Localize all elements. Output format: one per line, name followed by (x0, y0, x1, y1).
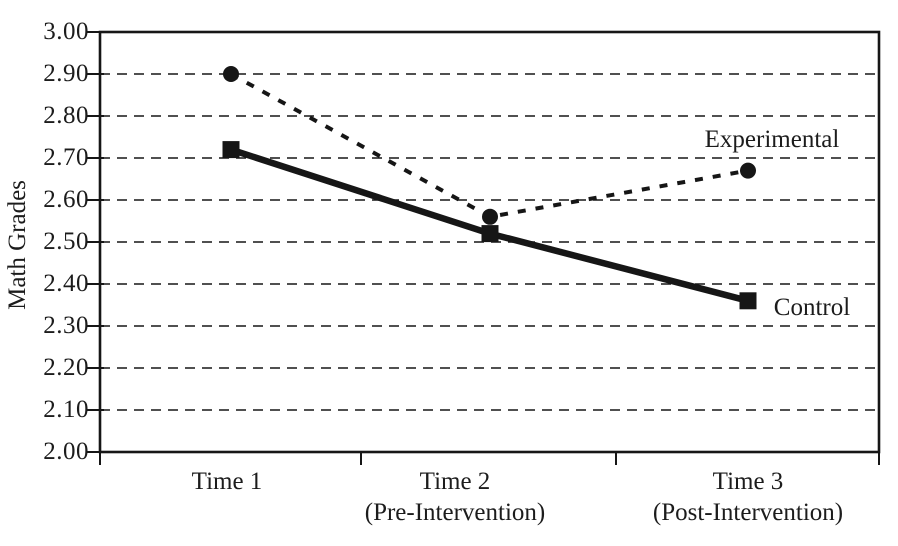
x-category-line1: Time 2 (419, 468, 491, 495)
y-tick-label: 3.00 (43, 18, 89, 45)
marker-control-square (481, 225, 499, 243)
marker-experimental-circle (223, 66, 239, 82)
y-tick-label: 2.60 (43, 186, 89, 213)
y-tick-label: 2.80 (43, 102, 89, 129)
y-tick-label: 2.50 (43, 228, 89, 255)
y-tick-label: 2.30 (43, 312, 89, 339)
x-category-line1: Time 3 (712, 468, 784, 495)
y-tick-label: 2.10 (43, 396, 89, 423)
x-category-label-time2: Time 2 (Pre-Intervention) (295, 466, 615, 528)
series-line-experimental (230, 72, 749, 219)
x-category-line2: (Pre-Intervention) (364, 499, 546, 526)
x-category-line2: (Post-Intervention) (652, 499, 844, 526)
y-tick-label: 2.90 (43, 60, 89, 87)
series-label-control: Control (773, 294, 851, 321)
x-category-label-time1: Time 1 (67, 466, 387, 497)
marker-control-square (222, 141, 240, 159)
marker-experimental-circle (482, 208, 498, 225)
y-tick-label: 2.00 (43, 438, 89, 465)
x-category-label-time3: Time 3 (Post-Intervention) (588, 466, 898, 528)
x-category-line1: Time 1 (191, 468, 263, 495)
series-label-experimental: Experimental (704, 126, 840, 153)
y-tick-label: 2.20 (43, 354, 89, 381)
y-tick-label: 2.70 (43, 144, 89, 171)
y-tick-label: 2.40 (43, 270, 89, 297)
marker-control-square (739, 292, 757, 310)
marker-experimental-circle (740, 162, 756, 179)
